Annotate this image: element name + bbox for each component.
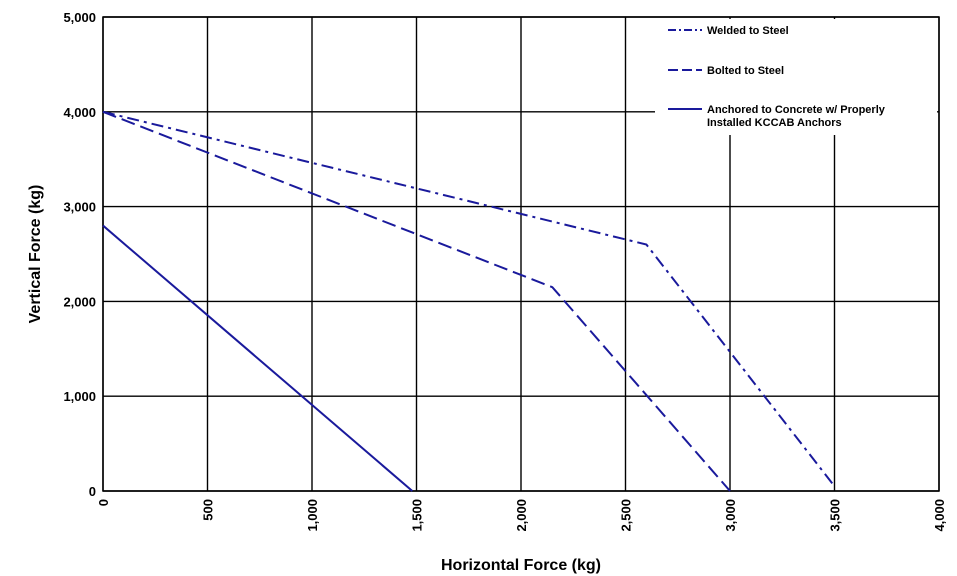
- legend: Welded to Steel Bolted to Steel Anchored t…: [655, 19, 937, 135]
- y-tick-label: 0: [89, 484, 96, 499]
- y-tick-label: 5,000: [63, 10, 96, 25]
- x-tick-label: 4,000: [932, 499, 947, 532]
- x-tick-label: 500: [201, 499, 216, 521]
- legend-label: Welded to Steel: [707, 25, 789, 37]
- y-axis-label: Vertical Force (kg): [27, 185, 44, 324]
- x-tick-label: 2,500: [619, 499, 634, 532]
- series-layer: [102, 110, 836, 492]
- y-tick-label: 1,000: [63, 389, 96, 404]
- series-line: [102, 110, 731, 492]
- x-tick-label: 0: [96, 499, 111, 506]
- x-tick-label: 2,000: [514, 499, 529, 532]
- x-tick-label: 1,000: [305, 499, 320, 532]
- legend-label: Bolted to Steel: [707, 65, 784, 77]
- y-axis-tick-labels: 0 1,000 2,000 3,000 4,000 5,000: [63, 10, 96, 499]
- y-tick-label: 3,000: [63, 200, 96, 215]
- legend-label: Anchored to Concrete w/ Properly Installe…: [707, 104, 886, 129]
- series-line: [102, 224, 413, 492]
- x-tick-label: 3,500: [828, 499, 843, 532]
- x-axis-tick-labels: 0 500 1,000 1,500 2,000 2,500 3,000 3,500 4,000: [96, 499, 947, 532]
- legend-background: [655, 19, 937, 135]
- series-line: [102, 110, 836, 487]
- plot-area-frame: [102, 16, 940, 492]
- x-tick-label: 1,500: [410, 499, 425, 532]
- y-tick-label: 4,000: [63, 105, 96, 120]
- y-tick-label: 2,000: [63, 294, 96, 309]
- x-tick-label: 3,000: [723, 499, 738, 532]
- x-axis-label: Horizontal Force (kg): [441, 557, 601, 574]
